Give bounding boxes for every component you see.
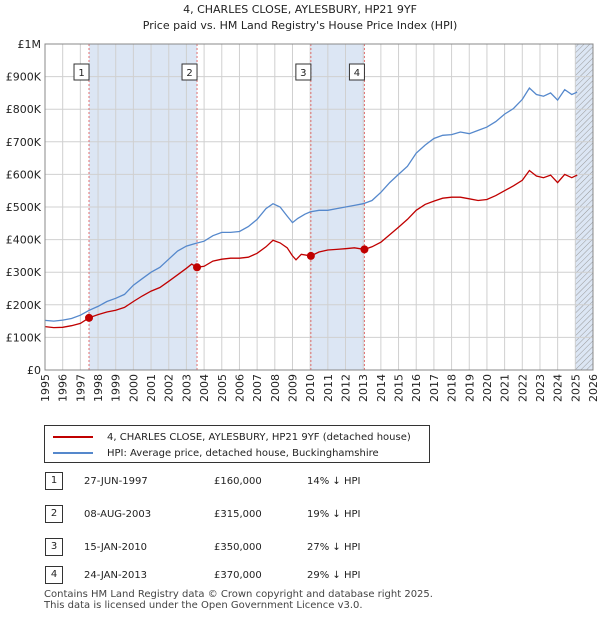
x-tick-label: 2017 [428,374,441,402]
x-tick-label: 2020 [481,374,494,402]
row-date: 08-AUG-2003 [84,509,152,520]
sale-number-box [295,63,312,81]
y-tick-label: £500K [6,201,42,214]
sale-number-label: 3 [300,68,306,79]
x-tick-label: 2012 [340,374,353,402]
y-tick-label: £800K [6,103,42,116]
plot-frame [44,43,594,371]
row-date: 15-JAN-2010 [84,542,148,553]
y-tick-label: £400K [6,234,42,247]
row-hpi: 19% ↓ HPI [307,509,361,520]
legend-label-property: 4, CHARLES CLOSE, AYLESBURY, HP21 9YF (d… [107,431,411,443]
x-tick-label: 2000 [127,374,140,402]
footer-copyright: Contains HM Land Registry data © Crown c… [44,589,433,600]
row-date: 24-JAN-2013 [84,570,148,581]
x-tick-label: 2009 [286,374,299,402]
y-tick-label: £0 [27,364,41,377]
x-tick-label: 1998 [92,374,105,402]
legend-item-hpi: HPI: Average price, detached house, Buck… [53,445,379,461]
x-tick-label: 2006 [233,374,246,402]
sale-point [360,245,369,254]
x-tick-label: 2001 [145,374,158,402]
y-tick-label: £600K [6,168,42,181]
x-tick-label: 2025 [569,374,582,402]
y-tick-label: £200K [6,299,42,312]
footer-licence: This data is licensed under the Open Gov… [44,600,363,611]
legend: 4, CHARLES CLOSE, AYLESBURY, HP21 9YF (d… [44,425,430,463]
row-price: £160,000 [214,476,262,487]
row-number-badge: 3 [45,538,63,556]
x-tick-label: 2018 [446,374,459,402]
x-tick-label: 2019 [463,374,476,402]
y-tick-label: £1M [18,38,42,51]
row-number-badge: 2 [45,505,63,523]
chart-title: 4, CHARLES CLOSE, AYLESBURY, HP21 9YF [183,3,417,16]
x-tick-label: 2002 [163,374,176,402]
sale-number-label: 4 [354,68,360,79]
y-tick-label: £900K [6,71,42,84]
x-tick-label: 2013 [357,374,370,402]
legend-label-hpi: HPI: Average price, detached house, Buck… [107,447,379,459]
x-tick-label: 2005 [216,374,229,402]
sale-number-box [181,63,198,81]
y-tick-label: £100K [6,331,42,344]
price-chart: 4, CHARLES CLOSE, AYLESBURY, HP21 9YF Pr… [6,3,600,402]
row-hpi: 14% ↓ HPI [307,476,361,487]
sale-number-label: 1 [78,68,84,79]
row-price: £315,000 [214,509,262,520]
table-row: 2 08-AUG-2003 £315,000 19% ↓ HPI [42,505,442,525]
table-row: 4 24-JAN-2013 £370,000 29% ↓ HPI [42,566,442,586]
y-tick-label: £300K [6,266,42,279]
x-tick-label: 1996 [57,374,70,402]
x-tick-label: 2022 [516,374,529,402]
x-tick-label: 2024 [552,374,565,402]
row-number-badge: 1 [45,472,63,490]
x-tick-label: 2015 [393,374,406,402]
sale-number-label: 2 [186,68,192,79]
footer: Contains HM Land Registry data © Crown c… [44,589,433,611]
x-tick-label: 2021 [499,374,512,402]
chart-subtitle: Price paid vs. HM Land Registry's House … [143,19,458,32]
x-tick-label: 2007 [251,374,264,402]
row-price: £350,000 [214,542,262,553]
x-tick-label: 1997 [74,374,87,402]
sale-number-box [348,63,365,81]
y-tick-label: £700K [6,136,42,149]
legend-swatch-property [53,436,93,438]
legend-item-property: 4, CHARLES CLOSE, AYLESBURY, HP21 9YF (d… [53,429,411,445]
sale-point [193,263,202,272]
table-row: 3 15-JAN-2010 £350,000 27% ↓ HPI [42,538,442,558]
table-row: 1 27-JUN-1997 £160,000 14% ↓ HPI [42,472,442,492]
x-tick-label: 1999 [110,374,123,402]
x-tick-label: 2023 [534,374,547,402]
legend-swatch-hpi [53,452,93,454]
x-tick-label: 2010 [304,374,317,402]
sale-point [85,313,94,322]
x-tick-label: 2008 [269,374,282,402]
row-hpi: 29% ↓ HPI [307,570,361,581]
x-tick-label: 2014 [375,374,388,402]
x-tick-label: 2026 [587,374,600,402]
hpi-line [44,86,578,322]
x-tick-label: 1995 [39,374,52,402]
row-number-badge: 4 [45,566,63,584]
sale-point [306,251,315,260]
row-hpi: 27% ↓ HPI [307,542,361,553]
row-date: 27-JUN-1997 [84,476,148,487]
x-tick-label: 2004 [198,374,211,402]
x-tick-label: 2011 [322,374,335,402]
sale-number-box [73,63,90,81]
price-paid-line [44,169,578,329]
x-tick-label: 2003 [180,374,193,402]
row-price: £370,000 [214,570,262,581]
x-tick-label: 2016 [410,374,423,402]
